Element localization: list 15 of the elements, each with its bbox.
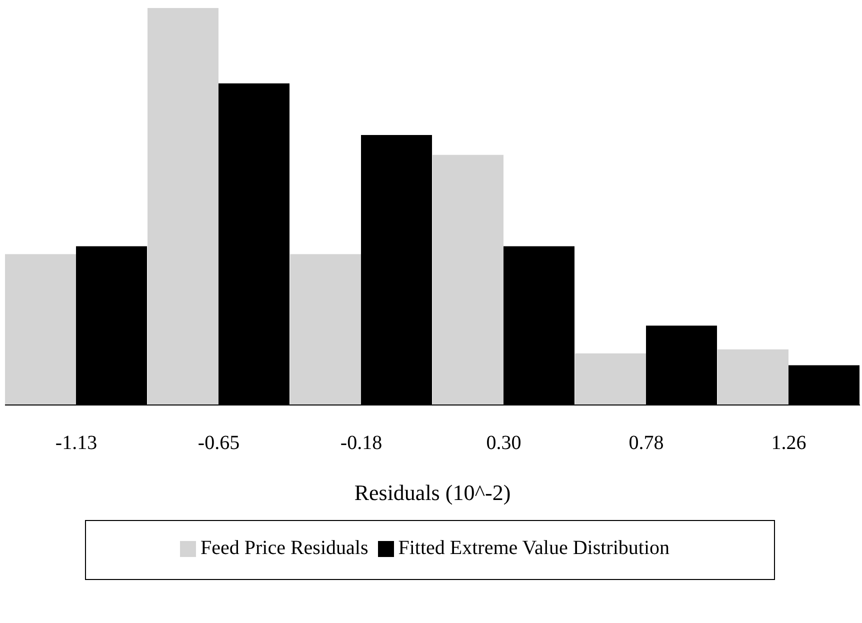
bar — [148, 8, 218, 405]
bar — [5, 254, 76, 405]
bar — [290, 254, 361, 405]
x-tick-label: 1.26 — [771, 432, 806, 454]
x-axis-title: Residuals (10^-2) — [354, 480, 511, 505]
bar — [432, 154, 504, 405]
legend-label: Feed Price Residuals — [200, 537, 368, 559]
x-tick-label: -1.13 — [55, 432, 98, 454]
x-tick-label: -0.65 — [198, 432, 240, 454]
bar — [718, 349, 788, 405]
legend-label: Fitted Extreme Value Distribution — [398, 537, 670, 559]
x-tick-label: 0.30 — [486, 432, 522, 454]
bar — [575, 353, 646, 405]
x-tick-label: -0.18 — [340, 432, 382, 454]
x-tick-label: 0.78 — [628, 432, 664, 454]
